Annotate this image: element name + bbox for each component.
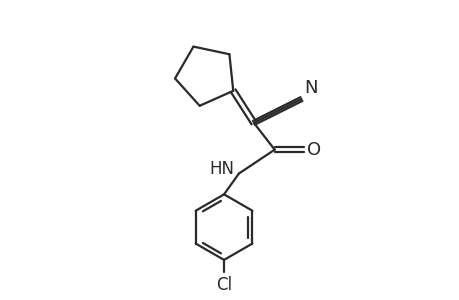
Text: Cl: Cl	[216, 276, 232, 294]
Text: HN: HN	[209, 160, 234, 178]
Text: N: N	[303, 79, 317, 97]
Text: O: O	[307, 141, 321, 159]
